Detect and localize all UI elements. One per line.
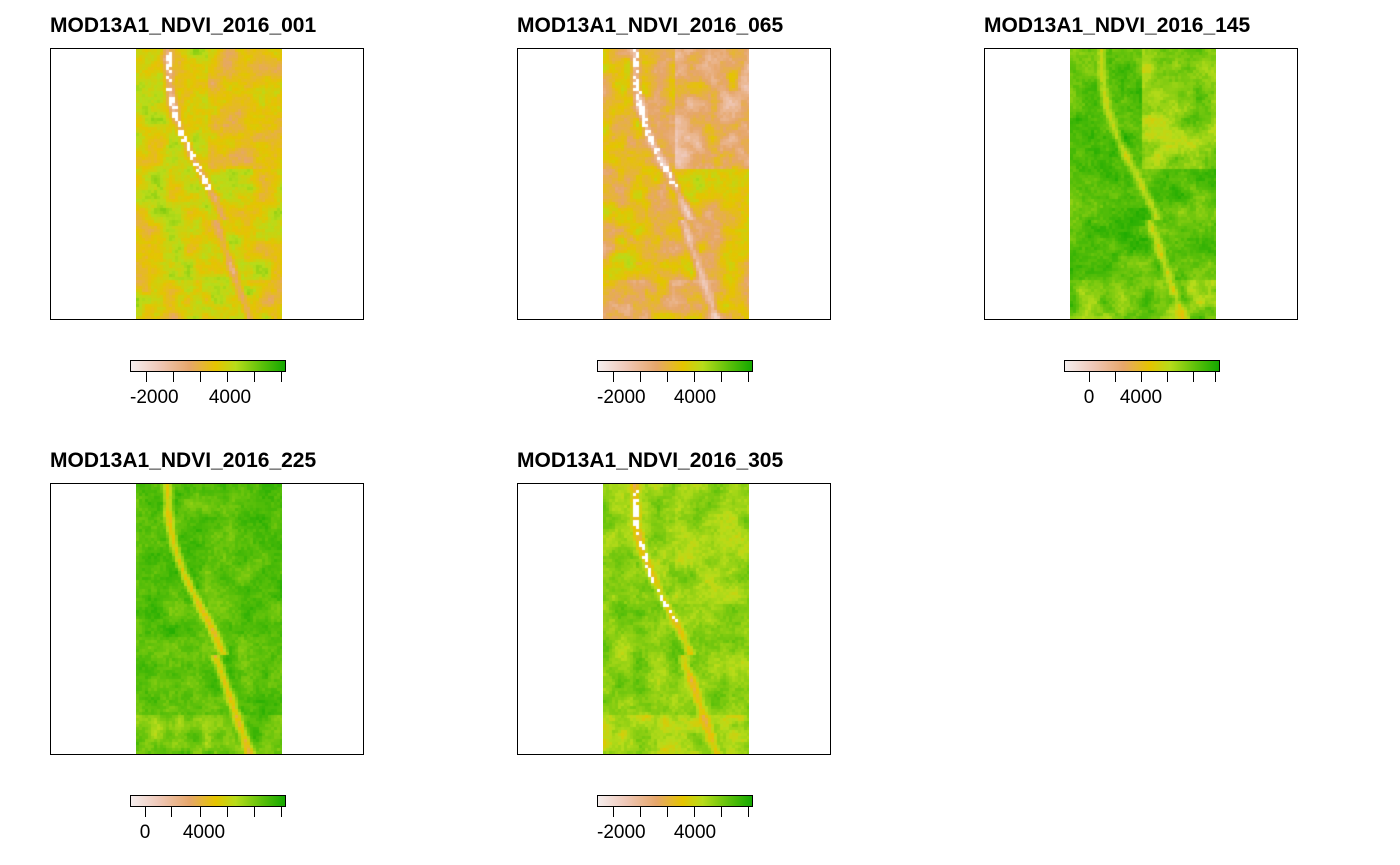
legend-tick <box>171 807 172 817</box>
legend-tick <box>1115 372 1116 382</box>
legend-tick <box>1215 372 1216 382</box>
legend-tick <box>640 372 641 382</box>
legend-tick <box>254 372 255 382</box>
legend-colorbar <box>1064 360 1220 372</box>
map-panel-225: MOD13A1_NDVI_2016_225 0 4000 <box>50 435 370 845</box>
map-frame <box>50 48 364 320</box>
legend-label-min: 0 <box>1083 387 1095 408</box>
legend-tick <box>694 807 695 817</box>
color-legend: -2000 4000 <box>597 793 757 863</box>
ndvi-raster <box>603 49 749 319</box>
legend-tick <box>173 372 174 382</box>
legend-label-min: -2000 <box>130 387 179 408</box>
legend-tick <box>146 372 147 382</box>
ndvi-raster <box>136 49 282 319</box>
legend-label-min: 0 <box>139 822 151 843</box>
map-frame <box>517 48 831 320</box>
legend-tick <box>145 807 146 817</box>
legend-tick <box>1167 372 1168 382</box>
legend-colorbar <box>597 795 753 807</box>
ndvi-raster <box>1070 49 1216 319</box>
legend-tick <box>694 372 695 382</box>
legend-tick <box>1193 372 1194 382</box>
ndvi-raster <box>603 484 749 754</box>
legend-label-max: 4000 <box>182 822 226 843</box>
ndvi-raster <box>136 484 282 754</box>
map-frame <box>50 483 364 755</box>
map-panel-001: MOD13A1_NDVI_2016_001 -2000 4000 <box>50 0 370 410</box>
legend-tick <box>613 807 614 817</box>
legend-tick <box>227 807 228 817</box>
map-panel-145: MOD13A1_NDVI_2016_145 0 4000 <box>984 0 1304 410</box>
panel-title: MOD13A1_NDVI_2016_225 <box>50 449 317 472</box>
legend-label-max: 4000 <box>1119 387 1163 408</box>
legend-tick <box>254 807 255 817</box>
map-panel-305: MOD13A1_NDVI_2016_305 -2000 4000 <box>517 435 837 845</box>
legend-tick <box>281 807 282 817</box>
panel-title: MOD13A1_NDVI_2016_305 <box>517 449 784 472</box>
map-frame <box>984 48 1298 320</box>
legend-tick <box>227 372 228 382</box>
legend-label-max: 4000 <box>673 822 717 843</box>
panel-title: MOD13A1_NDVI_2016_065 <box>517 14 784 37</box>
color-legend: -2000 4000 <box>597 358 757 428</box>
color-legend: 0 4000 <box>130 793 290 863</box>
legend-colorbar <box>597 360 753 372</box>
legend-tick <box>721 807 722 817</box>
legend-colorbar <box>130 360 286 372</box>
color-legend: -2000 4000 <box>130 358 290 428</box>
panel-title: MOD13A1_NDVI_2016_001 <box>50 14 317 37</box>
legend-tick <box>748 807 749 817</box>
legend-label-min: -2000 <box>597 387 646 408</box>
legend-tick <box>613 372 614 382</box>
legend-tick <box>1141 372 1142 382</box>
legend-label-max: 4000 <box>208 387 252 408</box>
legend-tick <box>1089 372 1090 382</box>
legend-tick <box>200 807 201 817</box>
legend-tick <box>200 372 201 382</box>
legend-tick <box>281 372 282 382</box>
panel-title: MOD13A1_NDVI_2016_145 <box>984 14 1251 37</box>
legend-colorbar <box>130 795 286 807</box>
legend-label-min: -2000 <box>597 822 646 843</box>
legend-tick <box>667 807 668 817</box>
legend-label-max: 4000 <box>673 387 717 408</box>
color-legend: 0 4000 <box>1064 358 1224 428</box>
legend-tick <box>748 372 749 382</box>
legend-tick <box>721 372 722 382</box>
legend-tick <box>640 807 641 817</box>
map-frame <box>517 483 831 755</box>
legend-tick <box>667 372 668 382</box>
map-panel-065: MOD13A1_NDVI_2016_065 -2000 4000 <box>517 0 837 410</box>
